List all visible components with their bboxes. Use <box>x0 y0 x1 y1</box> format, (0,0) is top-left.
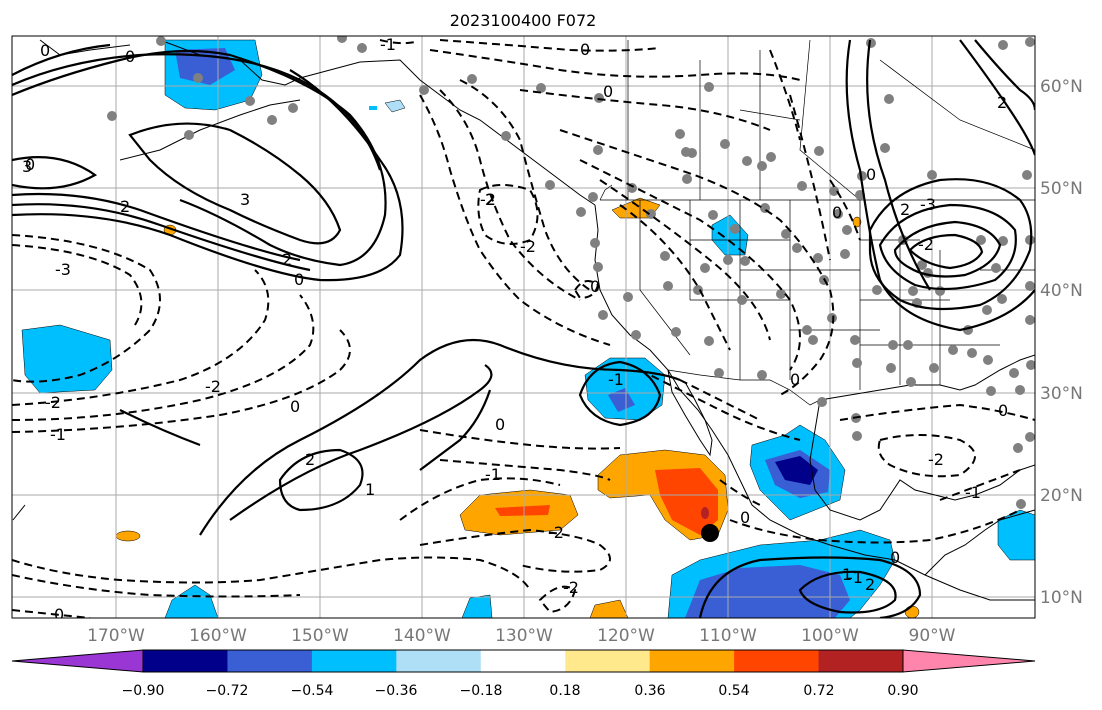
lon-label: 100°W <box>801 626 859 646</box>
contour-label: 2 <box>997 93 1007 112</box>
contour-label: -1 <box>608 370 624 389</box>
lat-label: 40°N <box>1040 281 1083 301</box>
contour-label: 0 <box>866 165 876 184</box>
map-frame <box>11 35 1036 619</box>
colorbar-cell <box>396 650 482 672</box>
colorbar-tick-label: 0.90 <box>887 683 918 699</box>
contour-label: 0 <box>495 415 505 434</box>
contour-label: -2 <box>520 237 536 256</box>
marker-dot <box>701 524 719 542</box>
lon-label: 160°W <box>189 626 247 646</box>
lon-label: 90°W <box>909 626 956 646</box>
contour-label: 1 <box>365 480 375 499</box>
colorbar-cell <box>649 650 735 672</box>
colorbar-tick-label: 0.72 <box>803 683 834 699</box>
colorbar-tick-label: 0.36 <box>634 683 665 699</box>
colorbar: −0.90 −0.72 −0.54 −0.36 −0.18 0.18 0.36 … <box>11 649 1036 699</box>
contour-label: 2 <box>865 575 875 594</box>
contour-label: 0 <box>294 270 304 289</box>
map-panel: 0 0 -1 0 0 0 3 2 3 2 -3 -2 -2 -1 0 2 1 0… <box>12 35 1035 624</box>
colorbar-tick-label: −0.18 <box>460 683 503 699</box>
colorbar-cell <box>143 650 228 672</box>
colorbar-cell <box>227 650 313 672</box>
colorbar-cell <box>480 650 566 672</box>
colorbar-cell <box>734 650 820 672</box>
colorbar-frame <box>142 649 904 673</box>
contour-label: -2 <box>45 393 61 412</box>
colorbar-cells <box>143 650 904 672</box>
colorbar-cell <box>818 650 904 672</box>
lat-label: 10°N <box>1040 588 1083 608</box>
contour-label: 0 <box>790 370 800 389</box>
map-title: 2023100400 F072 <box>450 11 597 30</box>
contour-label: 0 <box>580 40 590 59</box>
contour-label: 0 <box>125 47 135 66</box>
contour-label: -2 <box>918 235 934 254</box>
station-dots <box>107 36 1035 509</box>
contour-labels: 0 0 -1 0 0 0 3 2 3 2 -3 -2 -2 -1 0 2 1 0… <box>22 35 1008 624</box>
colorbar-tick-label: −0.72 <box>206 683 249 699</box>
contour-label: -1 <box>965 483 981 502</box>
contour-label: 2 <box>305 450 315 469</box>
contour-label: 3 <box>240 190 250 209</box>
lon-label: 140°W <box>393 626 451 646</box>
colorbar-tick-label: −0.54 <box>291 683 334 699</box>
contour-label: -1 <box>380 35 396 54</box>
lat-label: 30°N <box>1040 384 1083 404</box>
contour-label: 0 <box>40 41 50 60</box>
colorbar-cell <box>311 650 397 672</box>
colorbar-tick-label: −0.36 <box>375 683 418 699</box>
colorbar-min-arrow <box>11 649 144 673</box>
gridlines <box>12 36 1035 618</box>
lon-label: 150°W <box>291 626 349 646</box>
contour-label: 2 <box>485 190 495 209</box>
contour-label: 1 <box>842 565 852 584</box>
contour-label: 0 <box>603 82 613 101</box>
colorbar-tick-label: −0.90 <box>122 683 165 699</box>
anomaly-shading <box>21 39 1035 618</box>
contour-label: -2 <box>205 377 221 396</box>
contour-label: 0 <box>290 397 300 416</box>
contour-label: -3 <box>920 195 936 214</box>
contour-label: -1 <box>847 568 863 587</box>
lat-label: 60°N <box>1040 77 1083 97</box>
colorbar-cell <box>565 650 651 672</box>
colorbar-ticks: −0.90 −0.72 −0.54 −0.36 −0.18 0.18 0.36 … <box>122 683 919 699</box>
contour-label: 0 <box>832 203 842 222</box>
contour-label: -3 <box>55 260 71 279</box>
lon-label: 110°W <box>699 626 757 646</box>
contour-label: 2 <box>900 200 910 219</box>
contour-label: 2 <box>120 197 130 216</box>
contour-label: 3 <box>22 157 32 176</box>
contour-label: 0 <box>590 277 600 296</box>
latitude-labels: 60°N 50°N 40°N 30°N 20°N 10°N <box>1040 77 1083 608</box>
contour-label: -2 <box>928 450 944 469</box>
lat-label: 50°N <box>1040 179 1083 199</box>
lon-label: 170°W <box>87 626 145 646</box>
lon-label: 120°W <box>597 626 655 646</box>
contour-label: 0 <box>890 548 900 567</box>
lon-label: 130°W <box>495 626 553 646</box>
longitude-labels: 170°W 160°W 150°W 140°W 130°W 120°W 110°… <box>87 626 956 646</box>
contour-label: 0 <box>998 401 1008 420</box>
solid-contours <box>12 39 1035 618</box>
lat-label: 20°N <box>1040 486 1083 506</box>
contour-label: 0 <box>740 508 750 527</box>
dashed-contours <box>12 39 1035 618</box>
contour-label: -2 <box>548 523 564 542</box>
contour-label: 0 <box>54 605 64 624</box>
colorbar-tick-label: 0.18 <box>549 683 580 699</box>
contour-label: -1 <box>485 465 501 484</box>
contour-label: -2 <box>563 578 579 597</box>
contour-label: 2 <box>282 250 292 269</box>
colorbar-max-arrow <box>902 649 1036 673</box>
contour-label: -2 <box>480 190 496 209</box>
contour-label: -1 <box>50 425 66 444</box>
contour-label: 0 <box>25 155 35 174</box>
colorbar-tick-label: 0.54 <box>718 683 749 699</box>
